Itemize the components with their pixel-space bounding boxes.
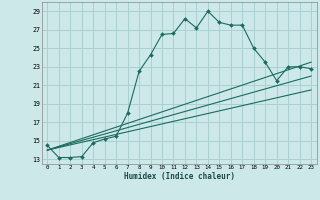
X-axis label: Humidex (Indice chaleur): Humidex (Indice chaleur) xyxy=(124,172,235,181)
